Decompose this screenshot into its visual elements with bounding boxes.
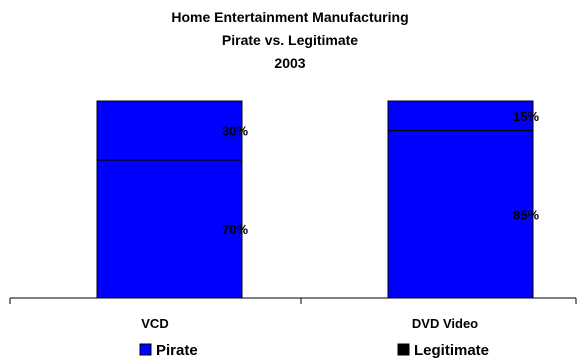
- bar-vcd-legitimate: [96, 100, 243, 161]
- data-label-dvd-video-legitimate: 15%: [513, 109, 539, 124]
- data-label-vcd-pirate: 70%: [222, 222, 248, 237]
- legend-label-pirate: Pirate: [156, 342, 198, 359]
- data-label-vcd-legitimate: 30%: [222, 124, 248, 139]
- bar-dvd-video-legitimate: [387, 100, 534, 132]
- bar-vcd-pirate: [96, 159, 243, 299]
- legend-label-legitimate: Legitimate: [414, 342, 489, 359]
- category-label-dvd-video: DVD Video: [412, 316, 478, 331]
- data-label-dvd-video-pirate: 85%: [513, 207, 539, 222]
- bar-dvd-video-pirate: [387, 130, 534, 299]
- chart-subtitle: Pirate vs. Legitimate: [222, 32, 358, 48]
- legend-swatch-legitimate: [397, 343, 410, 356]
- bars-group: 70% 30% 85% 15%: [96, 100, 539, 299]
- legend-swatch-pirate: [139, 343, 152, 356]
- chart-title: Home Entertainment Manufacturing: [171, 9, 408, 25]
- chart-year: 2003: [274, 55, 305, 71]
- category-label-vcd: VCD: [141, 316, 168, 331]
